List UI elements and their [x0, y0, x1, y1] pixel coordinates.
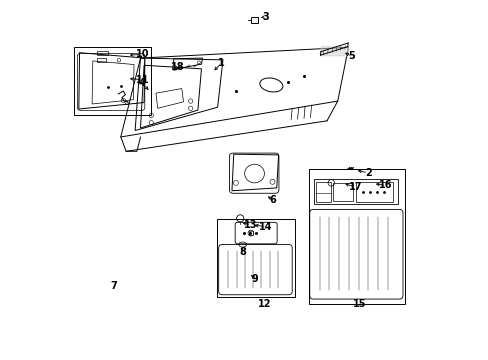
Text: 3: 3 — [262, 12, 269, 22]
Bar — [316, 182, 330, 202]
Text: 15: 15 — [352, 299, 365, 309]
Text: 14: 14 — [259, 222, 272, 231]
Text: 6: 6 — [269, 195, 276, 205]
Text: 16: 16 — [379, 180, 392, 190]
Bar — [355, 182, 392, 202]
Text: 2: 2 — [364, 168, 371, 178]
Text: 18: 18 — [171, 62, 184, 72]
Text: 1: 1 — [217, 58, 224, 68]
Bar — [308, 169, 405, 304]
Bar — [248, 231, 253, 234]
Bar — [74, 47, 151, 116]
Bar — [250, 17, 258, 23]
Text: 13: 13 — [244, 220, 257, 230]
Text: 11: 11 — [135, 75, 149, 85]
Bar — [333, 183, 352, 201]
Text: 17: 17 — [348, 182, 362, 192]
Text: 10: 10 — [135, 49, 149, 59]
Text: 12: 12 — [257, 299, 270, 309]
Bar — [314, 179, 397, 204]
Bar — [97, 51, 107, 55]
Bar — [97, 58, 105, 62]
Text: 8: 8 — [239, 247, 245, 257]
Text: 5: 5 — [348, 51, 355, 61]
Bar — [216, 220, 295, 297]
Text: 9: 9 — [251, 274, 258, 284]
Text: 7: 7 — [110, 281, 117, 291]
Text: 4: 4 — [139, 78, 145, 88]
